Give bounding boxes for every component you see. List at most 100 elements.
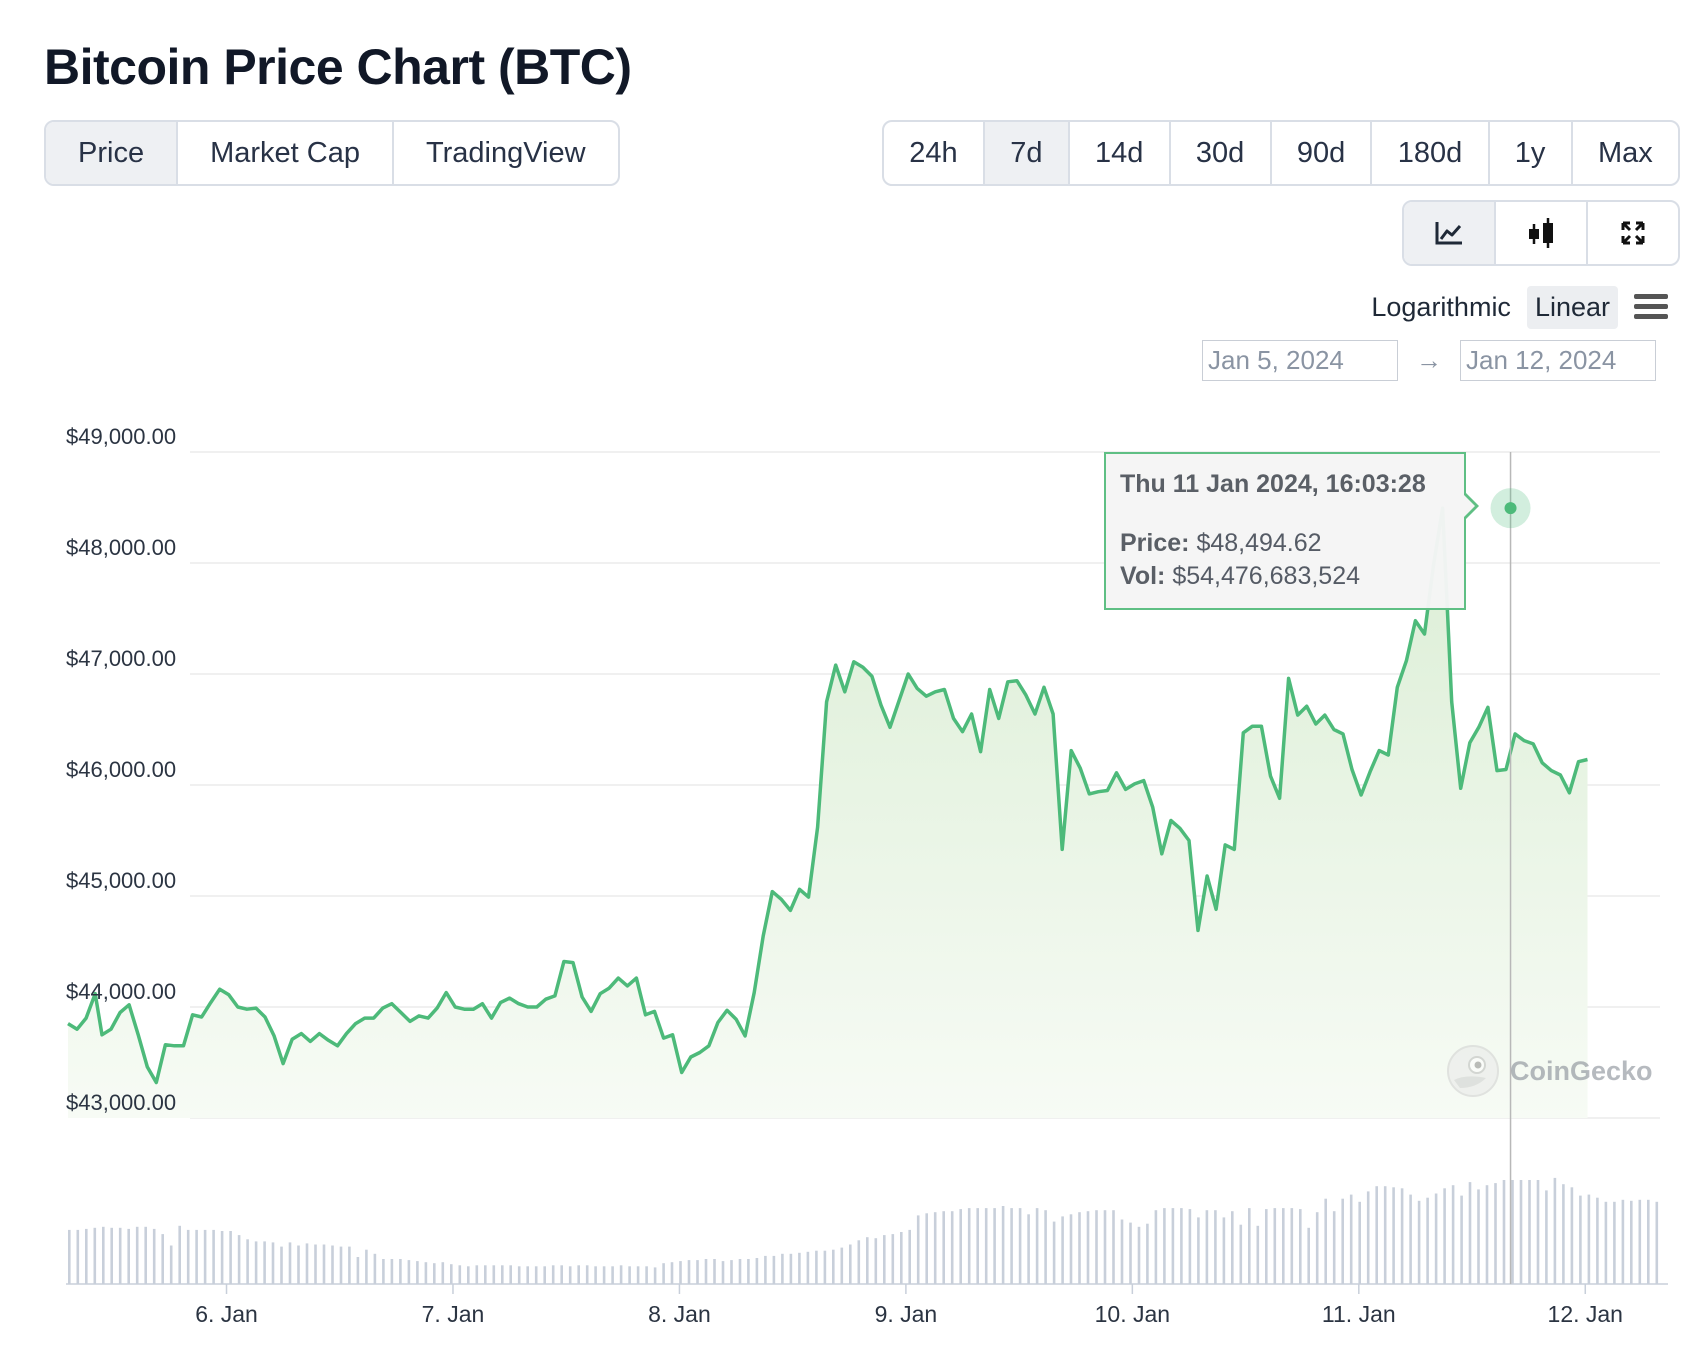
volume-bar: [585, 1265, 589, 1284]
fullscreen-button[interactable]: [1588, 202, 1678, 264]
volume-bar: [534, 1266, 538, 1284]
volume-bar: [390, 1259, 394, 1284]
volume-bar: [263, 1241, 266, 1284]
volume-bar: [195, 1229, 198, 1284]
time-range-selector: 24h 7d 14d 30d 90d 180d 1y Max: [882, 120, 1680, 186]
range-max[interactable]: Max: [1597, 136, 1653, 169]
volume-bar: [933, 1212, 937, 1284]
volume-bar: [517, 1266, 521, 1284]
coingecko-watermark: CoinGecko: [1446, 1044, 1653, 1098]
volume-bar: [925, 1213, 928, 1284]
volume-bar: [1655, 1201, 1659, 1284]
volume-bar: [1494, 1183, 1497, 1284]
range-24h[interactable]: 24h: [884, 122, 985, 184]
volume-bar: [577, 1265, 580, 1284]
range-30d[interactable]: 30d: [1171, 122, 1272, 184]
volume-bar: [1587, 1194, 1591, 1284]
volume-bar: [781, 1253, 784, 1284]
range-90d[interactable]: 90d: [1272, 122, 1373, 184]
volume-bar: [102, 1226, 105, 1284]
volume-bar: [1290, 1208, 1294, 1284]
volume-bar: [1366, 1191, 1370, 1284]
line-chart-icon: [1435, 222, 1462, 245]
volume-bar: [1001, 1206, 1005, 1284]
scale-logarithmic[interactable]: Logarithmic: [1371, 291, 1511, 322]
volume-bar: [186, 1229, 190, 1284]
volume-bar: [331, 1245, 334, 1284]
volume-bar: [1375, 1186, 1378, 1284]
volume-bar: [1137, 1226, 1141, 1284]
volume-bar: [127, 1228, 130, 1284]
tab-price[interactable]: Price: [46, 122, 179, 184]
volume-bar: [492, 1265, 496, 1284]
date-to-input[interactable]: [1460, 340, 1656, 381]
volume-bar: [76, 1229, 80, 1284]
volume-bar: [849, 1244, 852, 1284]
volume-bar: [891, 1234, 895, 1284]
volume-bar: [772, 1255, 776, 1284]
volume-bar: [178, 1225, 181, 1284]
y-tick-label: $46,000.00: [66, 757, 176, 782]
volume-bar: [543, 1266, 546, 1284]
volume-bar: [1460, 1195, 1463, 1284]
volume-bar: [314, 1244, 317, 1284]
line-chart-button[interactable]: [1404, 202, 1496, 264]
volume-bar: [407, 1260, 411, 1284]
date-from-input[interactable]: [1202, 340, 1398, 381]
price-line: [67, 506, 1588, 1085]
y-tick-label: $48,000.00: [66, 535, 176, 560]
volume-bar: [85, 1228, 88, 1284]
volume-bar: [1129, 1222, 1132, 1284]
volume-bar: [1596, 1197, 1599, 1284]
volume-bar: [976, 1208, 979, 1284]
volume-bar: [271, 1242, 275, 1284]
range-180d[interactable]: 180d: [1372, 122, 1490, 184]
volume-bar: [1180, 1208, 1183, 1284]
volume-bar: [908, 1229, 911, 1284]
volume-bar: [984, 1208, 988, 1284]
tooltip-price-label: Price:: [1120, 529, 1190, 557]
volume-bar: [348, 1246, 351, 1284]
y-tick-label: $45,000.00: [66, 868, 176, 893]
range-14d[interactable]: 14d: [1070, 122, 1171, 184]
volume-bar: [857, 1240, 861, 1284]
volume-bar: [1468, 1182, 1472, 1284]
volume-bar: [1383, 1186, 1387, 1284]
volume-bar: [628, 1266, 631, 1284]
volume-bar: [1477, 1189, 1480, 1284]
volume-bar: [450, 1264, 453, 1284]
tab-market-cap[interactable]: Market Cap: [178, 122, 394, 184]
page-title: Bitcoin Price Chart (BTC): [44, 39, 632, 95]
volume-bar: [1010, 1208, 1013, 1284]
volume-bar: [297, 1245, 300, 1284]
volume-bar: [1103, 1210, 1107, 1284]
volume-bar: [755, 1258, 759, 1284]
volume-bar: [1095, 1210, 1098, 1284]
volume-bar: [1647, 1199, 1650, 1284]
volume-bar: [1112, 1210, 1115, 1284]
volume-bar: [916, 1215, 920, 1284]
volume-bar: [1052, 1221, 1056, 1284]
candlestick-button[interactable]: [1496, 202, 1588, 264]
volume-bar: [1061, 1216, 1064, 1284]
chart-menu-button[interactable]: [1626, 287, 1676, 327]
range-7d[interactable]: 7d: [984, 122, 1070, 184]
volume-bar: [509, 1265, 512, 1284]
tab-tradingview[interactable]: TradingView: [425, 136, 586, 169]
volume-bar: [883, 1235, 886, 1284]
volume-bar: [1205, 1210, 1209, 1284]
volume-bar: [687, 1260, 691, 1284]
tooltip-vol-label: Vol:: [1120, 562, 1166, 590]
volume-bar: [1392, 1187, 1395, 1284]
scale-linear[interactable]: Linear: [1526, 285, 1618, 329]
range-1y[interactable]: 1y: [1490, 122, 1573, 184]
x-tick-label: 6. Jan: [195, 1301, 258, 1327]
volume-bar: [789, 1253, 793, 1284]
volume-bar: [237, 1235, 241, 1284]
volume-bar: [560, 1265, 563, 1284]
y-tick-label: $43,000.00: [66, 1090, 176, 1115]
volume-bar: [1188, 1209, 1192, 1284]
volume-bar: [1426, 1197, 1429, 1284]
volume-bar: [526, 1266, 529, 1284]
